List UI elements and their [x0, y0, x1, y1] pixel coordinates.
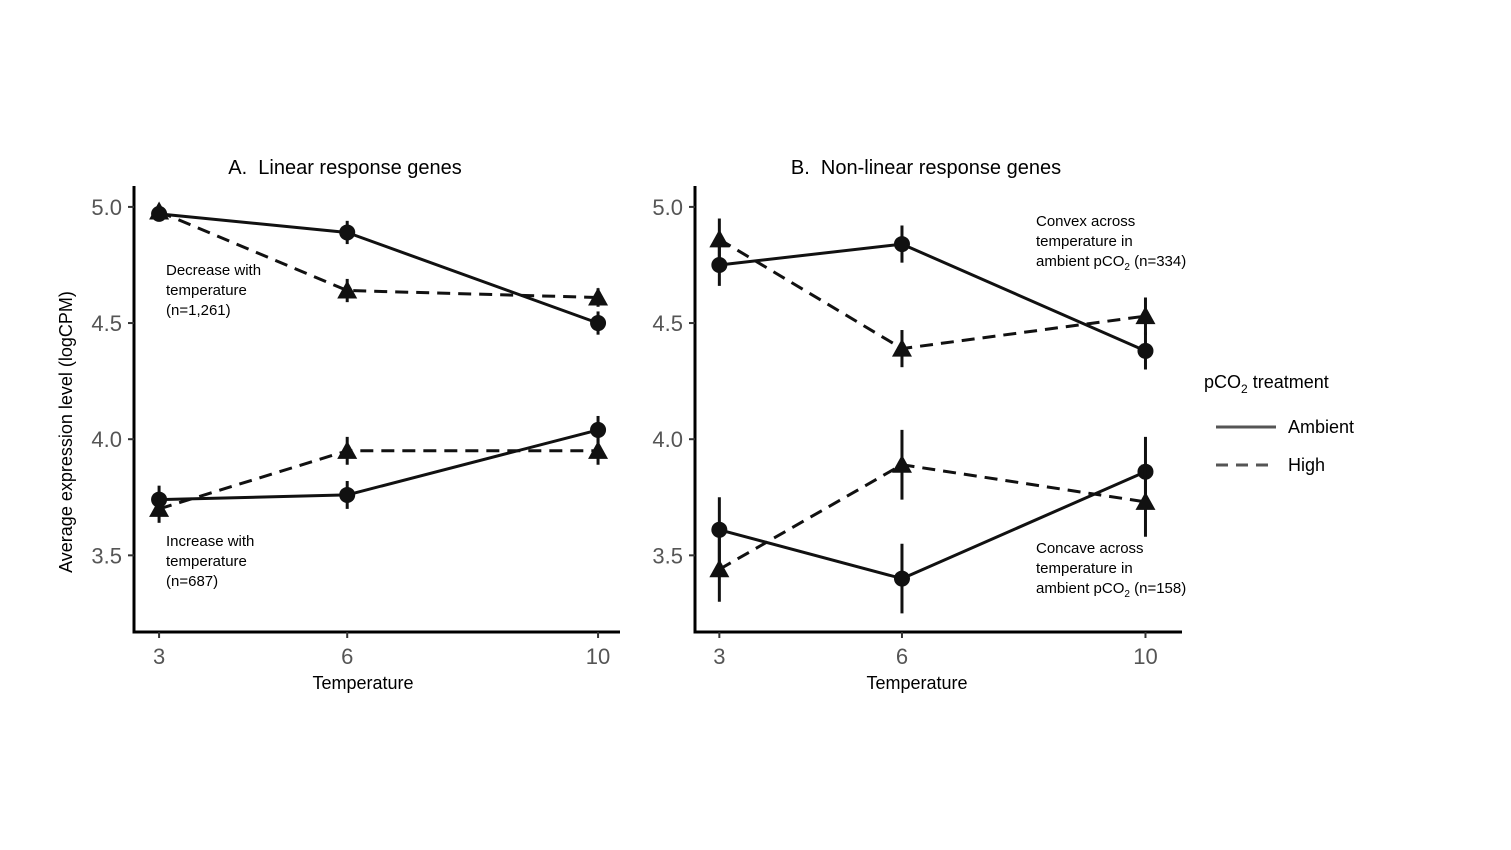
- panel-a-group-2-annotation: Increase with temperature (n=687): [166, 533, 254, 590]
- legend-high-label: High: [1288, 455, 1325, 475]
- panel-b-group-1-high-point: [891, 338, 912, 357]
- panel-a-group-2-ambient-point: [339, 486, 356, 503]
- panel-a-group-1-ambient-point: [590, 315, 607, 332]
- panel-a-y-tick-label: 3.5: [91, 543, 122, 568]
- panel-a-group-1-high-point: [149, 201, 170, 220]
- panel-b-group-2-ambient-point: [893, 570, 910, 587]
- panel-b-ticks: 3.5 4.0 4.5 5.0 3 6 10: [652, 186, 1182, 669]
- panel-b-x-axis-label: Temperature: [866, 673, 967, 693]
- panel-b-y-tick-label: 4.5: [652, 311, 683, 336]
- panel-b-x-tick-label: 6: [896, 644, 908, 669]
- panel-a-y-tick-label: 4.5: [91, 311, 122, 336]
- panel-b-group-1-high-point: [1135, 306, 1156, 325]
- panel-b-group-1-high-point: [709, 229, 730, 248]
- panel-b-y-tick-label: 5.0: [652, 195, 683, 220]
- panel-a-y-tick-label: 5.0: [91, 195, 122, 220]
- panel-a-group-2-high-point: [337, 440, 358, 459]
- panel-b-group-1-ambient-point: [711, 256, 728, 273]
- panel-a-group-1-high-point: [588, 287, 609, 306]
- panel-b-group-2-annotation: Concave across temperature in ambient pCO2…: [1036, 540, 1186, 600]
- panel-a-x-tick-label: 6: [341, 644, 353, 669]
- panel-a-group-2-high-point: [149, 498, 170, 517]
- panel-a-y-tick-label: 4.0: [91, 427, 122, 452]
- panel-b-marks: [709, 218, 1156, 614]
- panel-b-x-tick-label: 3: [713, 644, 725, 669]
- panel-a-group-2-high-line: [158, 449, 599, 511]
- y-axis-label: Average expression level (logCPM): [56, 291, 76, 573]
- panel-a-marks: [149, 201, 609, 523]
- panel-b-group-2-high-point: [709, 559, 730, 578]
- panel-b-group-2-high-point: [891, 454, 912, 473]
- panel-a-group-1-high-line: [158, 210, 599, 299]
- panel-a-group-2-high-point: [588, 440, 609, 459]
- panel-b-group-1-ambient-point: [893, 236, 910, 253]
- legend-title-prefix: pCO: [1204, 372, 1241, 392]
- legend-ambient-label: Ambient: [1288, 417, 1354, 437]
- panel-b-group-1-ambient-point: [1137, 342, 1154, 359]
- panel-a-x-axis-label: Temperature: [312, 673, 413, 693]
- panel-b-group-2-high-point: [1135, 491, 1156, 510]
- panel-b-y-tick-label: 4.0: [652, 427, 683, 452]
- legend-title-suffix: treatment: [1248, 372, 1329, 392]
- panel-a-annotations: Decrease with temperature (n=1,261) Increas…: [166, 262, 261, 590]
- panel-b-group-2-ambient-point: [711, 521, 728, 538]
- legend-title: pCO2 treatment: [1204, 372, 1329, 396]
- panel-a-linear-response: A. Linear response genes Temperature 3.5…: [91, 157, 620, 693]
- panel-b-annotations: Convex across temperature in ambient pCO2 …: [1036, 213, 1186, 600]
- panel-a-x-tick-label: 10: [586, 644, 610, 669]
- panel-b-y-tick-label: 3.5: [652, 543, 683, 568]
- panel-b-group-1-annotation: Convex across temperature in ambient pCO2 …: [1036, 213, 1186, 273]
- panel-a-group-1-annotation: Decrease with temperature (n=1,261): [166, 262, 261, 319]
- legend-title-sub: 2: [1241, 382, 1248, 396]
- panel-a-group-1-ambient-point: [339, 224, 356, 241]
- panel-b-title: B. Non-linear response genes: [791, 157, 1061, 179]
- panel-b-x-tick-label: 10: [1133, 644, 1157, 669]
- legend: pCO2 treatment Ambient High: [1204, 372, 1354, 475]
- panel-b-nonlinear-response: B. Non-linear response genes Temperature…: [652, 157, 1186, 693]
- panel-a-title: A. Linear response genes: [228, 157, 462, 179]
- panel-a-group-2-ambient-point: [590, 421, 607, 438]
- panel-a-group-1-high-point: [337, 280, 358, 299]
- panel-a-x-tick-label: 3: [153, 644, 165, 669]
- panel-a-ticks: 3.5 4.0 4.5 5.0 3 6 10: [91, 186, 620, 669]
